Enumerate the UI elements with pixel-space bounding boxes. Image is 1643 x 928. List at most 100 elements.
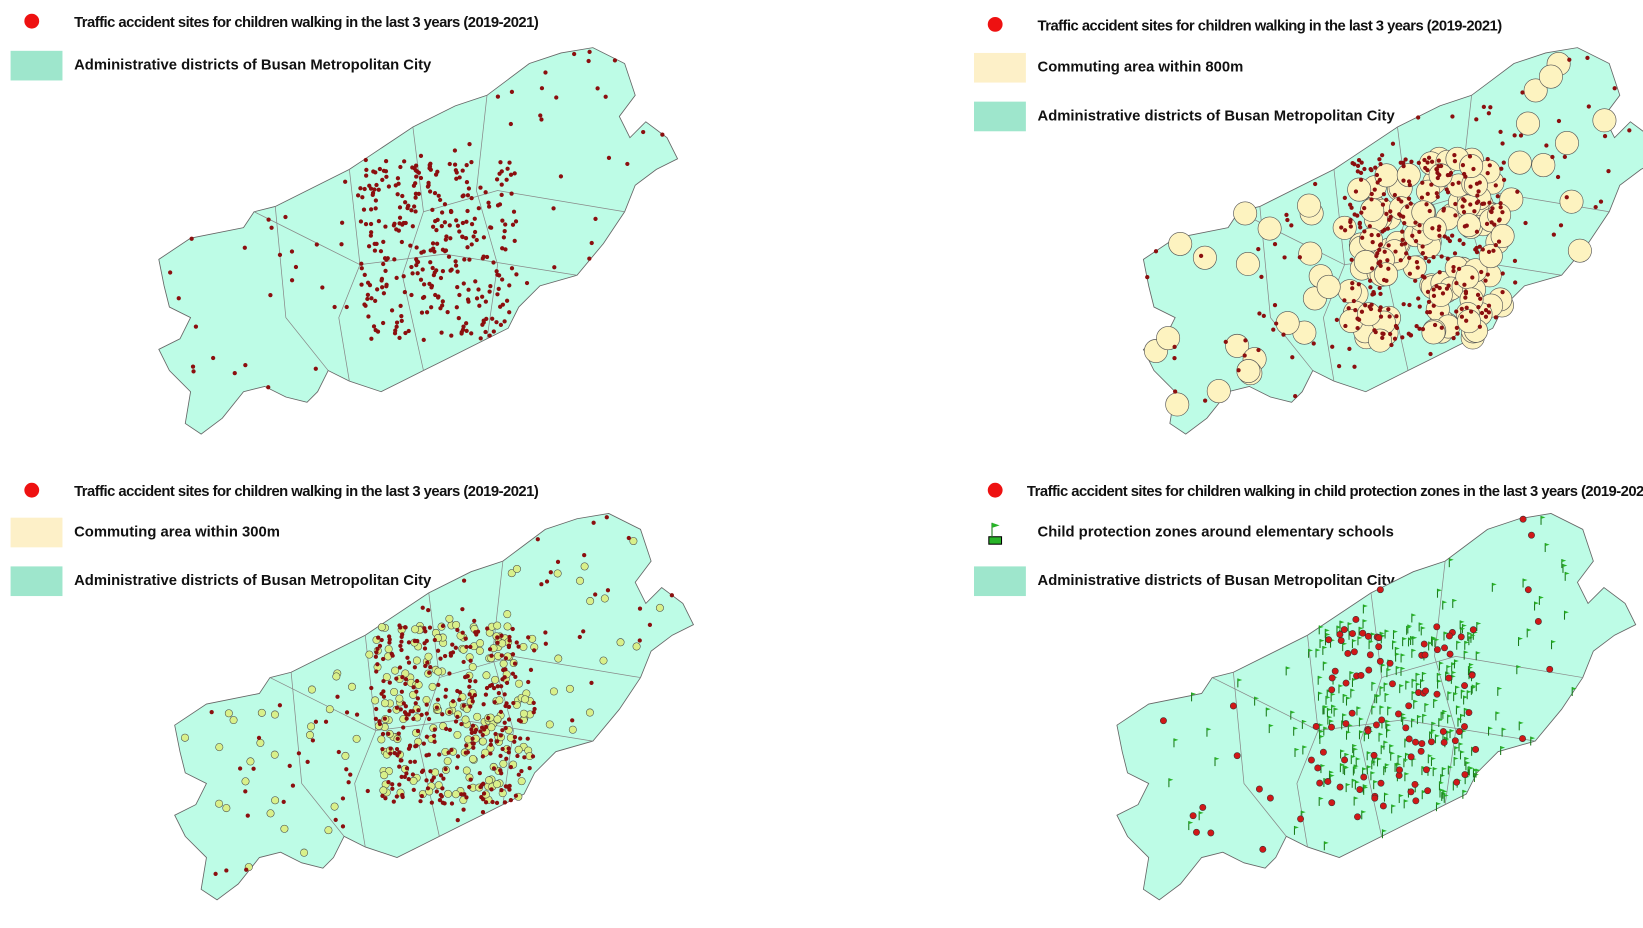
commute-area — [1233, 201, 1258, 226]
accident-site — [374, 182, 379, 188]
accident-site — [506, 704, 512, 710]
accident-site — [443, 694, 448, 699]
flag-cloth — [1446, 665, 1452, 669]
accident-site — [1328, 799, 1336, 807]
accident-site — [359, 266, 364, 271]
flag-cloth — [1376, 694, 1382, 698]
flag-cloth — [1442, 600, 1448, 604]
flag-cloth — [1371, 632, 1376, 636]
accident-site — [397, 335, 402, 340]
accident-site — [440, 786, 445, 791]
accident-site — [1468, 202, 1473, 207]
accident-site — [453, 263, 459, 268]
accident-site — [495, 684, 500, 689]
flag-cloth — [1438, 718, 1444, 722]
accident-site — [428, 769, 433, 774]
accident-site — [1463, 291, 1469, 296]
accident-site — [428, 248, 433, 253]
accident-site — [495, 292, 500, 297]
accident-site — [268, 293, 273, 298]
accident-site — [1437, 270, 1442, 275]
flag-cloth — [1454, 756, 1459, 760]
commute-area — [616, 638, 625, 647]
accident-site — [410, 271, 415, 276]
commute-area — [1459, 154, 1484, 178]
flag-cloth — [1413, 699, 1419, 703]
flag-cloth — [1352, 778, 1357, 782]
flag-cloth — [1437, 588, 1442, 592]
accident-site — [412, 759, 417, 764]
accident-site — [1406, 179, 1412, 184]
accident-site — [364, 173, 369, 178]
accident-site — [461, 807, 466, 812]
accident-site — [1359, 160, 1364, 165]
accident-site — [424, 778, 429, 783]
flag-cloth — [1475, 768, 1481, 772]
accident-site — [595, 86, 600, 91]
flag-cloth — [1452, 599, 1458, 603]
accident-site — [582, 553, 587, 558]
accident-site — [402, 774, 407, 779]
accident-site — [472, 216, 477, 221]
accident-site — [344, 767, 349, 772]
accident-site — [469, 727, 474, 732]
accident-site — [483, 299, 488, 304]
accident-site — [490, 799, 495, 805]
accident-site — [1380, 202, 1386, 207]
accident-site — [1429, 182, 1434, 187]
accident-site — [1471, 166, 1476, 172]
flag-cloth — [1451, 674, 1456, 678]
accident-site — [469, 242, 474, 247]
accident-site — [1285, 217, 1290, 223]
accident-site — [1380, 331, 1385, 336]
accident-site — [1475, 193, 1480, 198]
accident-site — [283, 214, 288, 220]
accident-site — [1437, 233, 1442, 238]
commute-area — [521, 695, 530, 704]
accident-site — [1403, 241, 1408, 246]
accident-site — [641, 129, 646, 135]
accident-site — [1401, 178, 1406, 183]
flag-cloth — [1419, 622, 1424, 626]
accident-site — [1425, 191, 1430, 196]
accident-site — [421, 741, 426, 746]
flag-cloth — [1428, 641, 1434, 645]
accident-site — [1358, 225, 1363, 230]
accident-site — [380, 177, 385, 182]
flag-cloth — [1334, 707, 1339, 711]
accident-site — [1446, 650, 1454, 658]
accident-site — [464, 743, 469, 748]
flag-cloth — [1206, 727, 1212, 731]
accident-site — [1356, 786, 1364, 793]
flag-cloth — [1442, 789, 1448, 793]
accident-site — [1272, 241, 1278, 247]
accident-site — [478, 784, 483, 790]
accident-site — [1461, 197, 1466, 202]
commute-area — [468, 755, 477, 763]
accident-site — [383, 159, 389, 164]
accident-site — [415, 696, 420, 701]
commute-area — [443, 757, 452, 766]
accident-site — [1198, 253, 1204, 259]
accident-site — [1436, 227, 1441, 232]
accident-site — [1313, 181, 1318, 187]
accident-site — [480, 322, 485, 327]
accident-site — [413, 168, 418, 173]
commute-area — [1257, 216, 1282, 241]
commute-area — [632, 642, 641, 651]
accident-site — [480, 294, 485, 299]
accident-site — [425, 660, 430, 665]
commute-area — [384, 645, 393, 654]
accident-site — [612, 58, 618, 63]
flag-cloth — [1460, 713, 1466, 717]
accident-site — [1312, 723, 1320, 730]
accident-site — [1352, 364, 1357, 369]
accident-site — [403, 200, 408, 205]
accident-site — [406, 203, 411, 209]
accident-site — [1480, 247, 1485, 252]
flag-cloth — [1417, 715, 1422, 719]
flag-cloth — [1460, 750, 1465, 754]
commute-area — [655, 603, 664, 612]
accident-site — [512, 661, 518, 666]
accident-site — [1420, 180, 1425, 185]
